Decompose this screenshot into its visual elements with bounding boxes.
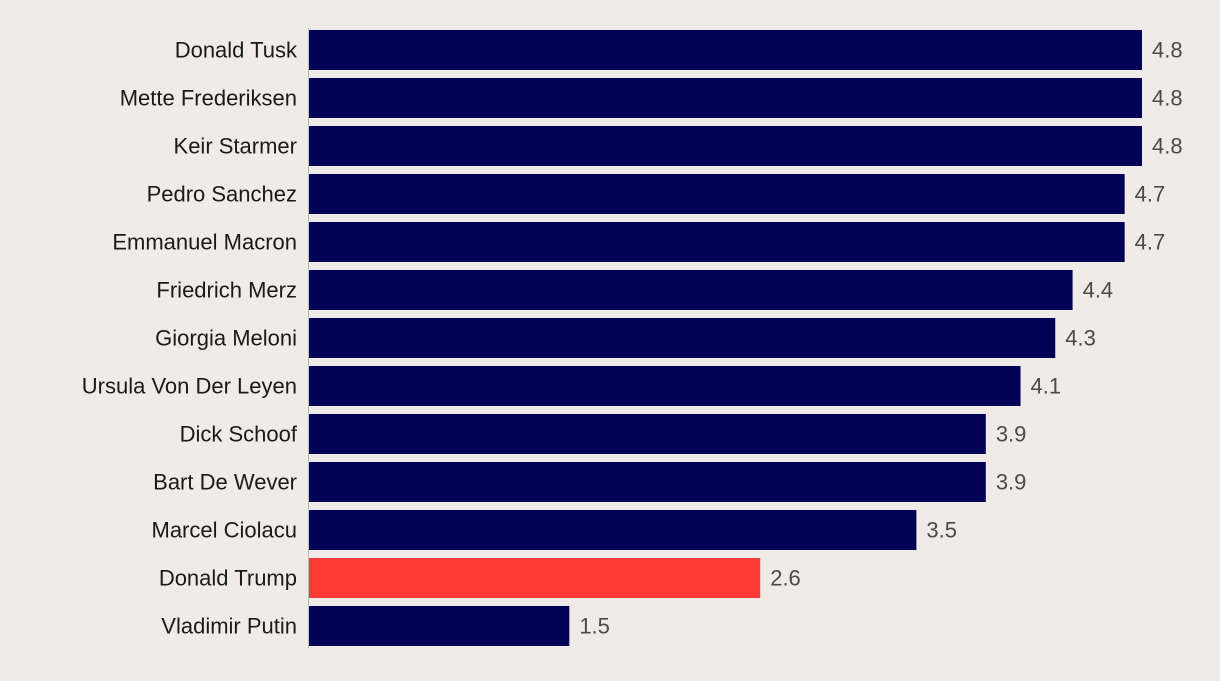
category-label-bart-de-wever: Bart De Wever xyxy=(153,470,297,495)
value-label-dick-schoof: 3.9 xyxy=(996,422,1027,447)
value-label-marcel-ciolacu: 3.5 xyxy=(926,518,957,543)
bar-ursula-von-der-leyen xyxy=(309,366,1021,406)
category-label-mette-frederiksen: Mette Frederiksen xyxy=(120,86,297,111)
bar-keir-starmer xyxy=(309,126,1142,166)
bar-pedro-sanchez xyxy=(309,174,1125,214)
category-label-donald-trump: Donald Trump xyxy=(159,566,297,591)
value-label-mette-frederiksen: 4.8 xyxy=(1152,86,1183,111)
category-label-keir-starmer: Keir Starmer xyxy=(174,134,297,159)
value-label-emmanuel-macron: 4.7 xyxy=(1135,230,1166,255)
value-label-pedro-sanchez: 4.7 xyxy=(1135,182,1166,207)
category-label-vladimir-putin: Vladimir Putin xyxy=(161,614,297,639)
category-label-friedrich-merz: Friedrich Merz xyxy=(156,278,297,303)
category-label-donald-tusk: Donald Tusk xyxy=(175,38,298,63)
value-label-ursula-von-der-leyen: 4.1 xyxy=(1031,374,1062,399)
bar-dick-schoof xyxy=(309,414,986,454)
category-label-ursula-von-der-leyen: Ursula Von Der Leyen xyxy=(82,374,297,399)
value-label-donald-trump: 2.6 xyxy=(770,566,801,591)
value-label-friedrich-merz: 4.4 xyxy=(1083,278,1114,303)
bar-marcel-ciolacu xyxy=(309,510,917,550)
value-label-bart-de-wever: 3.9 xyxy=(996,470,1027,495)
value-label-keir-starmer: 4.8 xyxy=(1152,134,1183,159)
bar-donald-trump xyxy=(309,558,761,598)
bar-bart-de-wever xyxy=(309,462,986,502)
category-label-marcel-ciolacu: Marcel Ciolacu xyxy=(152,518,298,543)
category-label-giorgia-meloni: Giorgia Meloni xyxy=(155,326,297,351)
bar-donald-tusk xyxy=(309,30,1142,70)
category-label-dick-schoof: Dick Schoof xyxy=(180,422,298,447)
bars-group xyxy=(309,30,1142,646)
bar-emmanuel-macron xyxy=(309,222,1125,262)
bar-vladimir-putin xyxy=(309,606,570,646)
category-label-pedro-sanchez: Pedro Sanchez xyxy=(147,182,297,207)
category-label-emmanuel-macron: Emmanuel Macron xyxy=(112,230,297,255)
bar-friedrich-merz xyxy=(309,270,1073,310)
labels-group: Donald Tusk 4.8 Mette Frederiksen 4.8 Keir S… xyxy=(82,38,1183,639)
value-label-giorgia-meloni: 4.3 xyxy=(1065,326,1096,351)
value-label-vladimir-putin: 1.5 xyxy=(579,614,610,639)
value-label-donald-tusk: 4.8 xyxy=(1152,38,1183,63)
bar-giorgia-meloni xyxy=(309,318,1056,358)
bar-mette-frederiksen xyxy=(309,78,1142,118)
